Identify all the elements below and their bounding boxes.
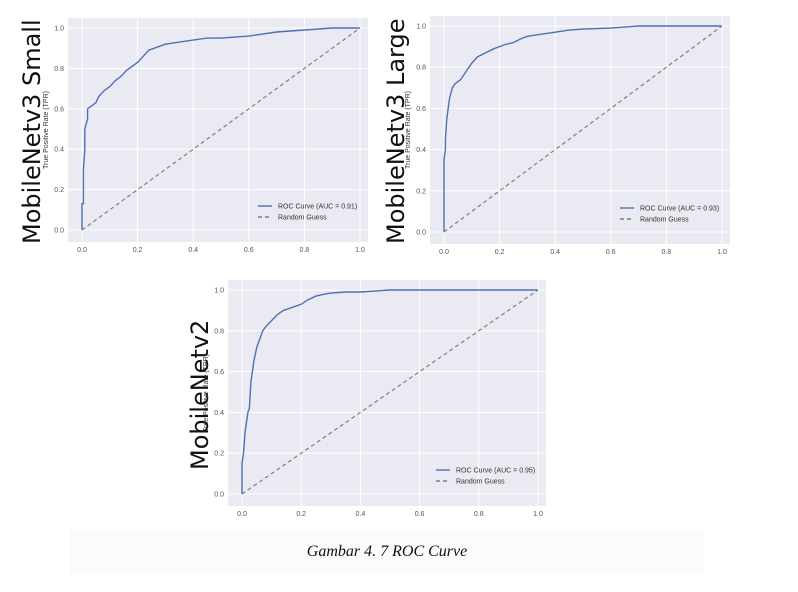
legend-label: ROC Curve (AUC = 0.93)	[640, 206, 719, 213]
y-tick-label: 0.4	[416, 147, 426, 154]
y-tick-label: 0.4	[54, 147, 64, 154]
x-tick-label: 0.0	[77, 247, 87, 254]
roc-panel-mobilenetv2: MobileNetv2 0.0 0.2 0.4 0.6 0.8 1.0 0.0 0.2 0.4 0…	[186, 274, 558, 526]
x-tick-label: 0.0	[439, 249, 449, 256]
y-tick-label: 0.8	[416, 65, 426, 72]
roc-chart: 0.0 0.2 0.4 0.6 0.8 1.0 0.0 0.2 0.4 0.6 0.8 1.0 True…	[43, 18, 368, 254]
x-tick-label: 0.8	[662, 249, 672, 256]
random-guess-line	[81, 27, 361, 231]
x-tick-label: 0.4	[550, 249, 560, 256]
legend-label: ROC Curve (AUC = 0.95)	[456, 468, 535, 475]
y-tick-label: 0.4	[214, 410, 224, 417]
roc-curve-line	[443, 25, 722, 232]
y-tick-label: 0.0	[54, 228, 64, 235]
x-tick-label: 0.6	[244, 247, 254, 254]
roc-panel-mobilenetv3-large: MobileNetv3 Large 0.0 0.2 0.4 0.6 0.8 1.0 0.0 0…	[382, 8, 742, 260]
y-tick-label: 1.0	[214, 288, 224, 295]
y-axis-label: True Positive Rate (TPR)	[203, 354, 210, 432]
x-tick-label: 0.4	[356, 511, 366, 518]
y-tick-label: 0.8	[54, 66, 64, 73]
y-tick-label: 0.6	[416, 106, 426, 113]
x-tick-label: 0.0	[237, 511, 247, 518]
random-guess-line	[443, 25, 723, 233]
y-axis-label: True Positive Rate (TPR)	[43, 91, 50, 169]
plot-area	[68, 18, 368, 242]
plot-area	[228, 280, 546, 506]
x-tick-label: 0.8	[300, 247, 310, 254]
y-tick-label: 1.0	[54, 26, 64, 33]
y-tick-label: 0.2	[416, 188, 426, 195]
y-tick-label: 0.6	[214, 369, 224, 376]
x-tick-label: 0.2	[133, 247, 143, 254]
y-tick-label: 0.2	[214, 451, 224, 458]
x-tick-label: 0.6	[415, 511, 425, 518]
y-tick-label: 0.6	[54, 106, 64, 113]
roc-curve-line	[241, 289, 538, 494]
x-tick-label: 0.6	[606, 249, 616, 256]
x-tick-label: 1.0	[355, 247, 365, 254]
roc-chart: 0.0 0.2 0.4 0.6 0.8 1.0 0.0 0.2 0.4 0.6 0.8 1.0 True…	[405, 16, 730, 256]
figure-caption: Gambar 4. 7 ROC Curve	[70, 530, 704, 574]
roc-chart: 0.0 0.2 0.4 0.6 0.8 1.0 0.0 0.2 0.4 0.6 0.8 1.0 True…	[203, 280, 546, 518]
legend-label: ROC Curve (AUC = 0.91)	[278, 204, 357, 211]
roc-curve-line	[81, 27, 360, 230]
random-guess-line	[241, 289, 539, 495]
roc-panel-mobilenetv3-small: MobileNetv3 Small 0.0 0.2 0.4 0.6 0.8 1.0 0.0 0…	[18, 8, 378, 260]
y-tick-label: 1.0	[416, 24, 426, 31]
x-tick-label: 1.0	[717, 249, 727, 256]
y-tick-label: 0.8	[214, 328, 224, 335]
y-tick-label: 0.2	[54, 187, 64, 194]
x-tick-label: 0.2	[296, 511, 306, 518]
y-tick-label: 0.0	[416, 230, 426, 237]
y-tick-label: 0.0	[214, 492, 224, 499]
y-axis-label: True Positive Rate (TPR)	[405, 91, 412, 169]
legend-label: Random Guess	[456, 479, 505, 486]
x-tick-label: 0.2	[495, 249, 505, 256]
legend-label: Random Guess	[278, 215, 327, 222]
x-tick-label: 1.0	[533, 511, 543, 518]
legend-label: Random Guess	[640, 217, 689, 224]
x-tick-label: 0.4	[188, 247, 198, 254]
x-tick-label: 0.8	[474, 511, 484, 518]
